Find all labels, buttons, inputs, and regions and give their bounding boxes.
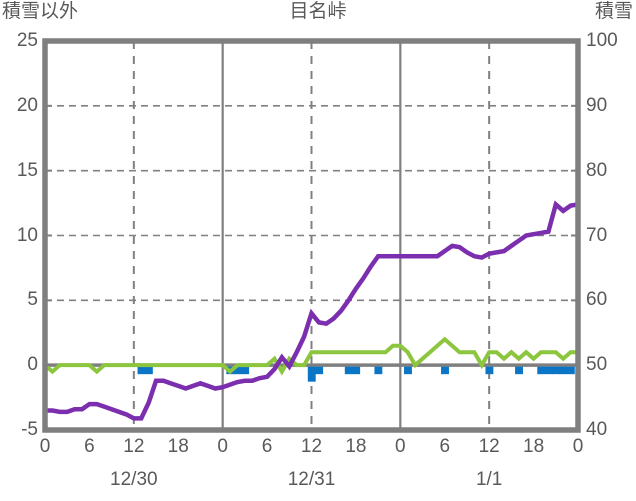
temperature-line bbox=[45, 200, 579, 421]
precipitation-bar bbox=[374, 366, 383, 375]
x-axis-hour-label: 12 bbox=[123, 436, 145, 457]
x-axis-hour-label: 0 bbox=[395, 436, 406, 457]
x-axis-hour-label: 18 bbox=[167, 436, 189, 457]
snow-depth-polyline bbox=[43, 336, 578, 376]
temperature-polyline bbox=[45, 200, 579, 421]
precipitation-bar bbox=[352, 366, 361, 375]
x-axis-hour-label: 6 bbox=[84, 436, 95, 457]
y-axis-left-tick-label: 25 bbox=[16, 30, 38, 51]
x-axis-hour-label: 6 bbox=[439, 436, 451, 457]
y-axis-right-tick-label: 50 bbox=[586, 354, 608, 376]
x-axis-day-label: 12/31 bbox=[287, 469, 336, 490]
precipitation-bar bbox=[485, 366, 494, 375]
precipitation-bar bbox=[144, 366, 153, 375]
precipitation-bar bbox=[404, 366, 412, 375]
precipitation-bars bbox=[137, 366, 575, 382]
x-axis-day-label: 1/1 bbox=[475, 469, 503, 490]
y-axis-left-tick-label: 20 bbox=[16, 94, 38, 116]
x-axis-hour-label: 18 bbox=[345, 436, 367, 457]
snow-depth-line bbox=[43, 336, 578, 376]
y-axis-left-tick-label: 15 bbox=[16, 159, 38, 181]
precipitation-bar bbox=[537, 366, 546, 375]
precipitation-bar bbox=[515, 366, 523, 375]
left-axis-title: 積雪以外 bbox=[2, 1, 79, 22]
precipitation-bar bbox=[241, 366, 250, 375]
precipitation-bar bbox=[137, 366, 146, 375]
y-axis-right-tick-label: 40 bbox=[586, 419, 608, 440]
plot-frame bbox=[42, 38, 581, 433]
precipitation-bar bbox=[441, 366, 449, 375]
x-axis-day-label: 12/30 bbox=[110, 469, 158, 490]
precipitation-bar bbox=[315, 366, 324, 375]
y-axis-left-tick-label: 5 bbox=[27, 289, 38, 311]
x-axis-hour-label: 0 bbox=[572, 436, 584, 457]
precipitation-bar bbox=[344, 366, 353, 375]
precipitation-bar bbox=[559, 366, 568, 375]
x-axis-hour-label: 0 bbox=[39, 436, 51, 457]
chart-title: 目名峠 bbox=[289, 1, 347, 22]
y-axis-right-tick-label: 100 bbox=[586, 30, 618, 51]
precipitation-bar bbox=[233, 366, 242, 375]
y-axis-right-tick-label: 80 bbox=[586, 159, 608, 181]
right-axis-title: 積雪 bbox=[594, 1, 633, 22]
y-axis-right-tick-label: 60 bbox=[586, 289, 608, 311]
precipitation-bar bbox=[552, 366, 560, 375]
y-axis-right-tick-label: 90 bbox=[586, 94, 608, 116]
x-axis-hour-label: 18 bbox=[523, 436, 545, 457]
x-axis-hour-label: 6 bbox=[261, 436, 273, 457]
precipitation-bar bbox=[544, 366, 553, 375]
x-axis-hour-label: 12 bbox=[478, 436, 500, 457]
x-axis-hour-label: 12 bbox=[300, 436, 323, 457]
precipitation-bar bbox=[307, 366, 316, 382]
y-axis-left-tick-label: -5 bbox=[21, 419, 38, 440]
x-axis-hour-label: 0 bbox=[217, 436, 228, 457]
y-axis-left-tick-label: 10 bbox=[16, 224, 38, 246]
y-axis-right-tick-label: 70 bbox=[586, 224, 608, 246]
precipitation-bar bbox=[566, 366, 575, 375]
y-axis-left-tick-label: 0 bbox=[27, 354, 38, 376]
